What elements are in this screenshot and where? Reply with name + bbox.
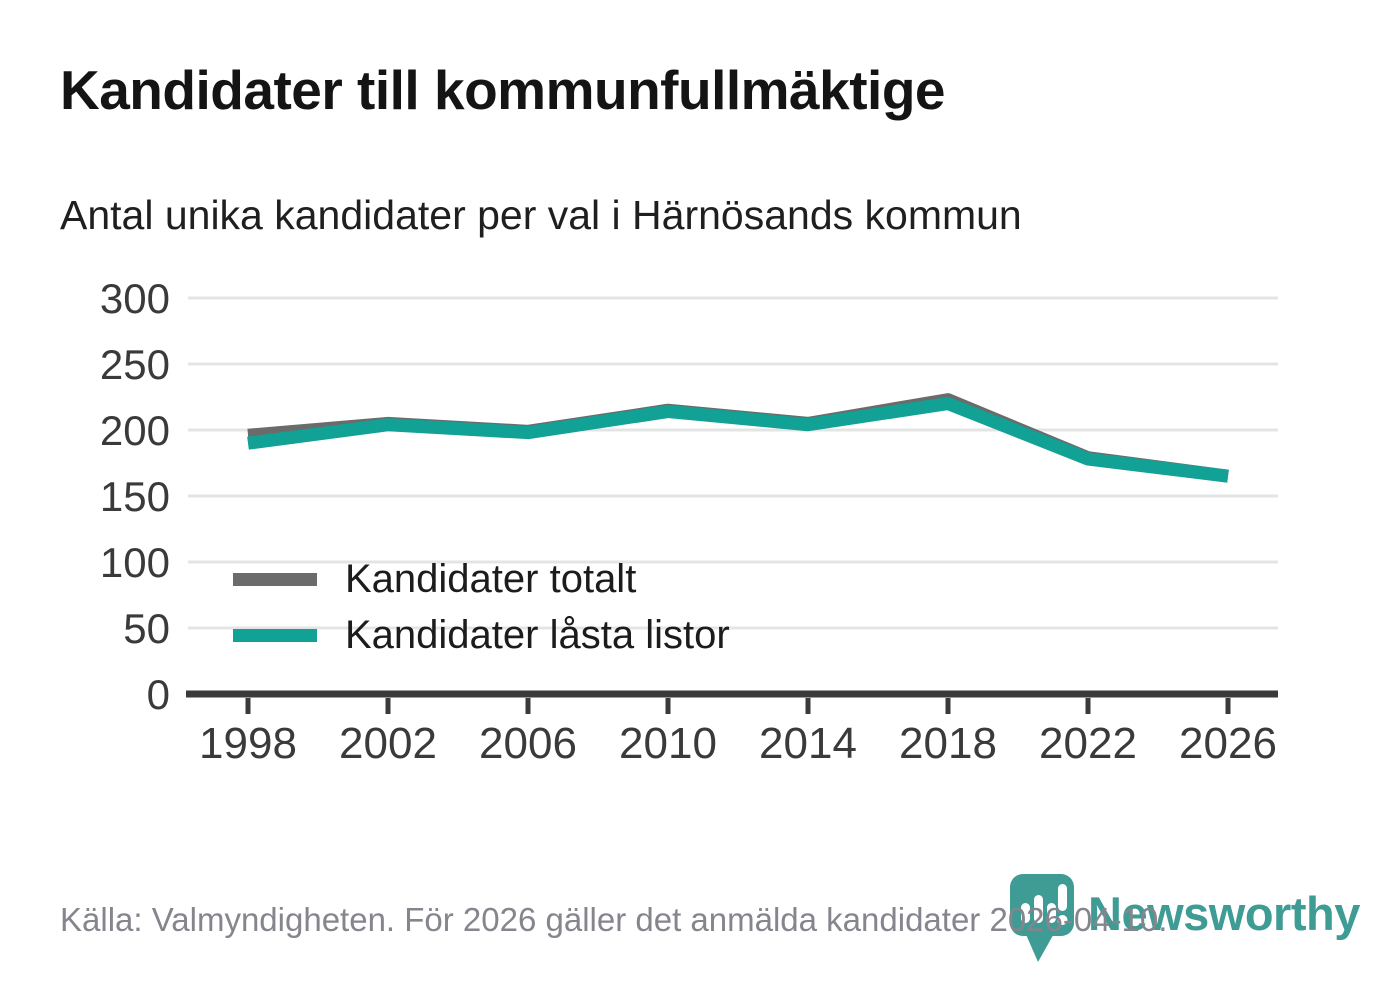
legend-label: Kandidater totalt bbox=[345, 556, 637, 601]
x-tick-label: 2002 bbox=[339, 719, 437, 768]
series-line-1 bbox=[247, 397, 1229, 483]
x-tick-label: 2022 bbox=[1039, 719, 1137, 768]
x-tick-label: 2010 bbox=[619, 719, 717, 768]
y-tick-label: 100 bbox=[100, 539, 170, 586]
x-tick-label: 2026 bbox=[1179, 719, 1277, 768]
x-tick-label: 1998 bbox=[199, 719, 297, 768]
source-note: Källa: Valmyndigheten. För 2026 gäller d… bbox=[60, 901, 1168, 938]
legend-item-lasta-listor: Kandidater låsta listor bbox=[233, 607, 730, 663]
newsworthy-pin-icon bbox=[1010, 874, 1074, 962]
y-tick-label: 200 bbox=[100, 407, 170, 454]
legend-item-totalt: Kandidater totalt bbox=[233, 551, 730, 607]
legend-swatch-gray bbox=[233, 572, 317, 586]
legend-label: Kandidater låsta listor bbox=[345, 612, 730, 657]
y-tick-label: 250 bbox=[100, 341, 170, 388]
newsworthy-wordmark: Newsworthy bbox=[1088, 887, 1360, 940]
x-tick-label: 2006 bbox=[479, 719, 577, 768]
y-tick-label: 50 bbox=[123, 605, 170, 652]
x-tick-label: 2014 bbox=[759, 719, 857, 768]
legend-swatch-teal bbox=[233, 628, 317, 642]
x-tick-label: 2018 bbox=[899, 719, 997, 768]
y-tick-label: 300 bbox=[100, 275, 170, 322]
y-tick-label: 150 bbox=[100, 473, 170, 520]
chart-subtitle: Antal unika kandidater per val i Härnösa… bbox=[60, 192, 1022, 238]
newsworthy-logo: Newsworthy bbox=[1008, 872, 1360, 966]
series-line-0 bbox=[247, 393, 1229, 483]
y-tick-label: 0 bbox=[147, 671, 170, 718]
chart-legend: Kandidater totalt Kandidater låsta listo… bbox=[233, 551, 730, 663]
page-title: Kandidater till kommunfullmäktige bbox=[60, 59, 946, 121]
